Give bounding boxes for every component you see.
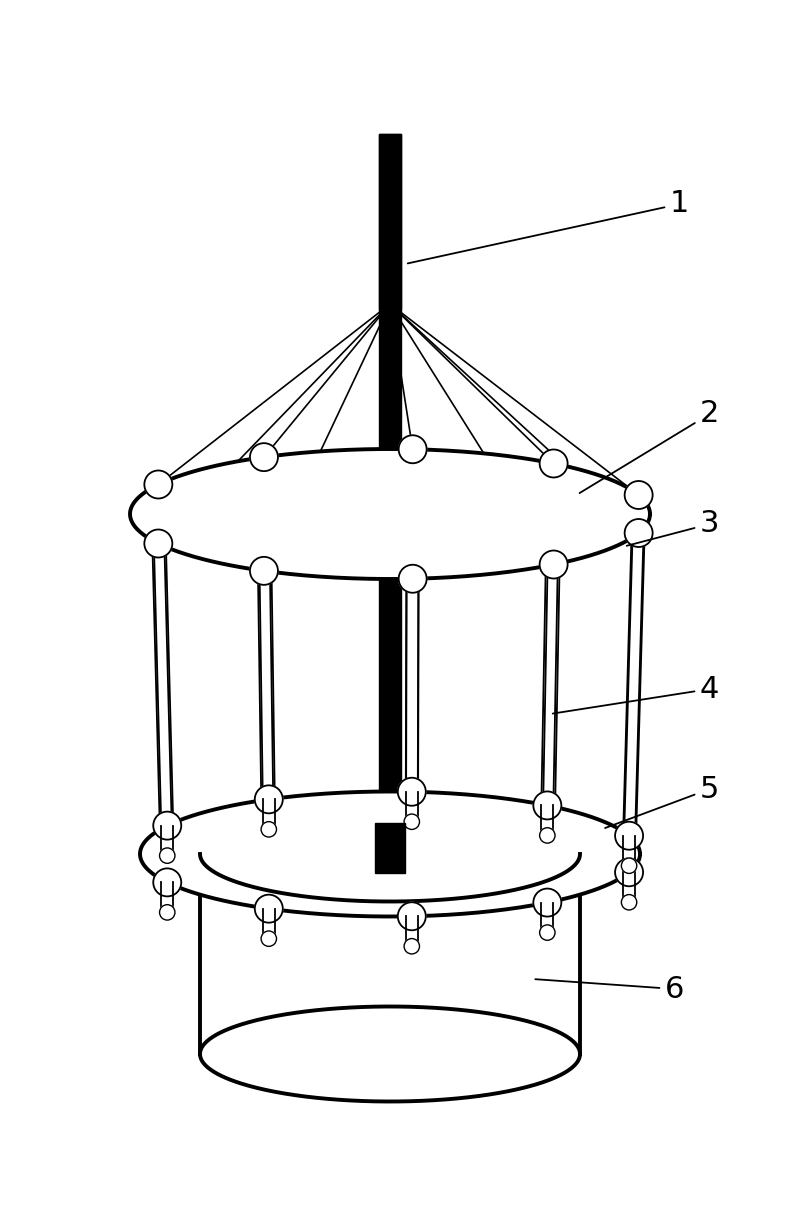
Polygon shape: [379, 134, 401, 309]
Circle shape: [404, 814, 419, 829]
Text: 1: 1: [408, 189, 690, 264]
Polygon shape: [374, 823, 406, 873]
Circle shape: [261, 822, 277, 837]
Polygon shape: [200, 1007, 580, 1102]
Text: 4: 4: [553, 674, 719, 713]
Circle shape: [534, 791, 562, 819]
Circle shape: [144, 470, 172, 499]
Circle shape: [254, 895, 282, 922]
Circle shape: [261, 931, 277, 947]
Text: 2: 2: [579, 399, 719, 494]
Text: 5: 5: [605, 775, 719, 828]
Polygon shape: [130, 449, 650, 578]
Circle shape: [404, 938, 419, 954]
Circle shape: [159, 847, 175, 863]
Circle shape: [398, 435, 426, 463]
Circle shape: [154, 812, 182, 840]
Circle shape: [398, 903, 426, 931]
Circle shape: [398, 777, 426, 806]
Circle shape: [250, 556, 278, 585]
Circle shape: [250, 443, 278, 472]
Circle shape: [540, 925, 555, 941]
Circle shape: [615, 858, 643, 887]
Circle shape: [159, 905, 175, 920]
Circle shape: [398, 565, 426, 593]
Circle shape: [622, 894, 637, 910]
Circle shape: [534, 889, 562, 916]
Circle shape: [540, 828, 555, 844]
Text: 3: 3: [626, 510, 719, 545]
Polygon shape: [140, 792, 640, 916]
Circle shape: [254, 786, 282, 813]
Circle shape: [154, 868, 182, 896]
Circle shape: [622, 858, 637, 873]
Circle shape: [625, 519, 653, 546]
Text: 6: 6: [535, 975, 684, 1003]
Circle shape: [540, 449, 568, 478]
Circle shape: [615, 822, 643, 850]
Circle shape: [625, 481, 653, 508]
Circle shape: [144, 529, 172, 558]
Circle shape: [540, 550, 568, 578]
Polygon shape: [379, 134, 401, 885]
